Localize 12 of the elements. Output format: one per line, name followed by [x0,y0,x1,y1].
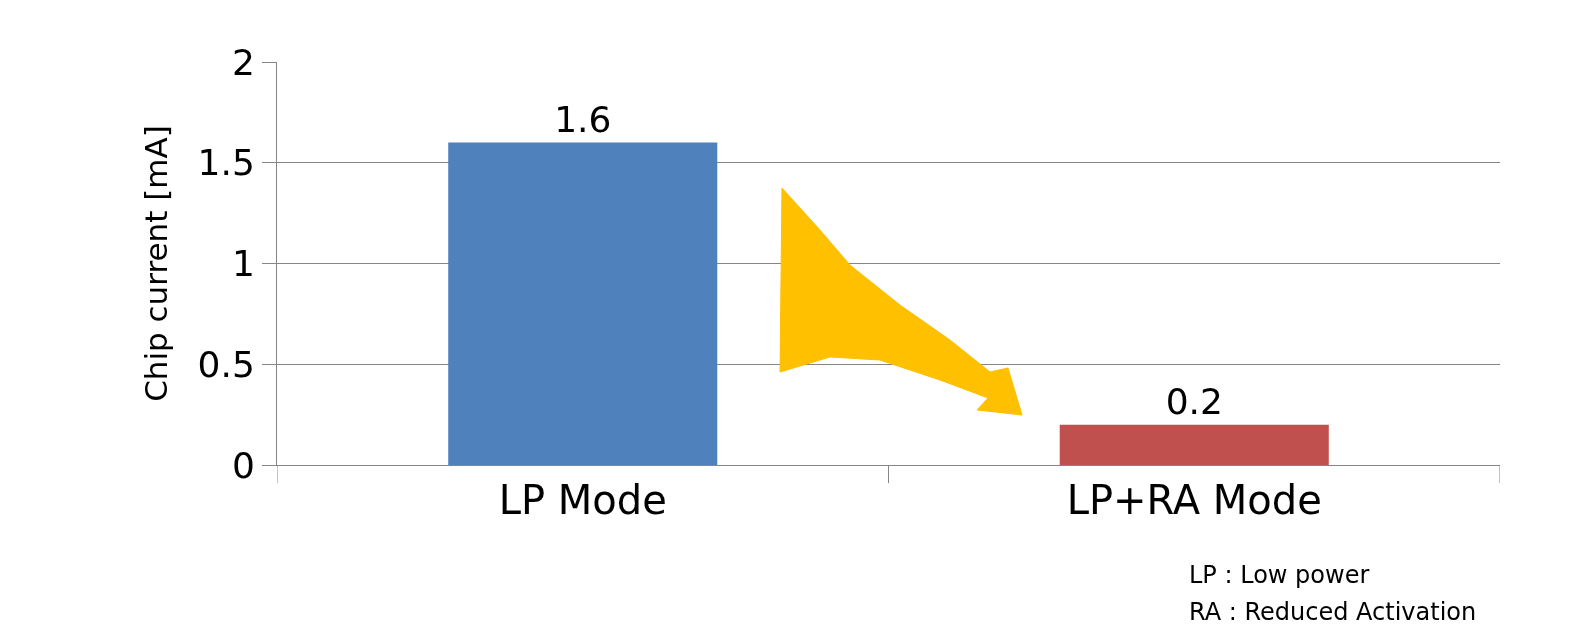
x-tick-label: LP Mode [498,477,667,523]
y-tick-label: 2 [231,41,255,83]
data-label: 0.2 [1165,380,1223,422]
x-tick-label: LP+RA Mode [1066,477,1322,523]
y-tick-label: 0 [231,444,255,486]
text: LP : Low power [1189,561,1370,589]
y-axis-title: Chip current [mA] [138,125,175,402]
data-label: 1.6 [554,98,612,140]
text: RA : Reduced Activation [1189,598,1477,626]
y-tick-label: 1.5 [197,142,255,184]
y-tick-label: 0.5 [197,343,255,385]
y-tick-label: 1 [231,243,255,285]
